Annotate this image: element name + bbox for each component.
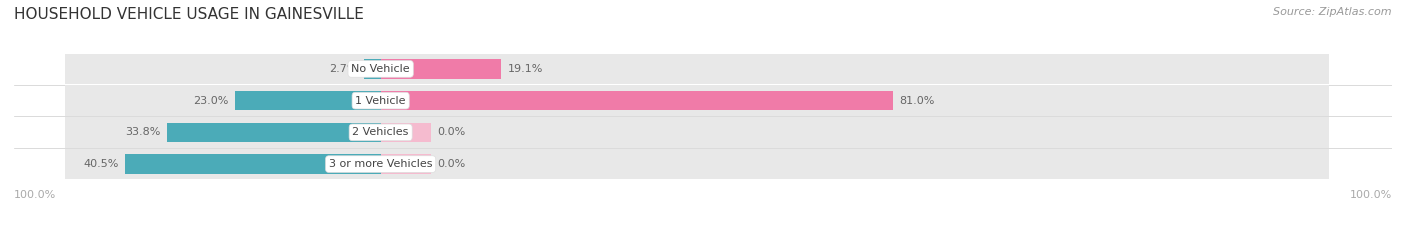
Text: 40.5%: 40.5%	[83, 159, 118, 169]
Text: 1 Vehicle: 1 Vehicle	[356, 96, 406, 106]
Text: 2.7%: 2.7%	[329, 64, 357, 74]
Text: 81.0%: 81.0%	[898, 96, 935, 106]
Bar	[167, 123, 381, 142]
Bar	[65, 85, 1329, 116]
Bar	[381, 123, 432, 142]
Bar	[235, 91, 381, 110]
Text: 100.0%: 100.0%	[1350, 190, 1392, 200]
Text: 23.0%: 23.0%	[194, 96, 229, 106]
Text: 33.8%: 33.8%	[125, 127, 160, 137]
Text: Source: ZipAtlas.com: Source: ZipAtlas.com	[1274, 7, 1392, 17]
Bar	[381, 59, 502, 79]
Bar	[65, 149, 1329, 179]
Text: No Vehicle: No Vehicle	[352, 64, 411, 74]
Text: 100.0%: 100.0%	[14, 190, 56, 200]
Text: 0.0%: 0.0%	[437, 159, 465, 169]
Text: 0.0%: 0.0%	[437, 127, 465, 137]
Text: 2 Vehicles: 2 Vehicles	[353, 127, 409, 137]
Text: 19.1%: 19.1%	[508, 64, 543, 74]
Text: 3 or more Vehicles: 3 or more Vehicles	[329, 159, 433, 169]
Text: HOUSEHOLD VEHICLE USAGE IN GAINESVILLE: HOUSEHOLD VEHICLE USAGE IN GAINESVILLE	[14, 7, 364, 22]
Bar	[65, 117, 1329, 148]
Bar	[364, 59, 381, 79]
Bar	[125, 154, 381, 174]
Bar	[381, 91, 893, 110]
Bar	[381, 154, 432, 174]
Bar	[65, 54, 1329, 84]
